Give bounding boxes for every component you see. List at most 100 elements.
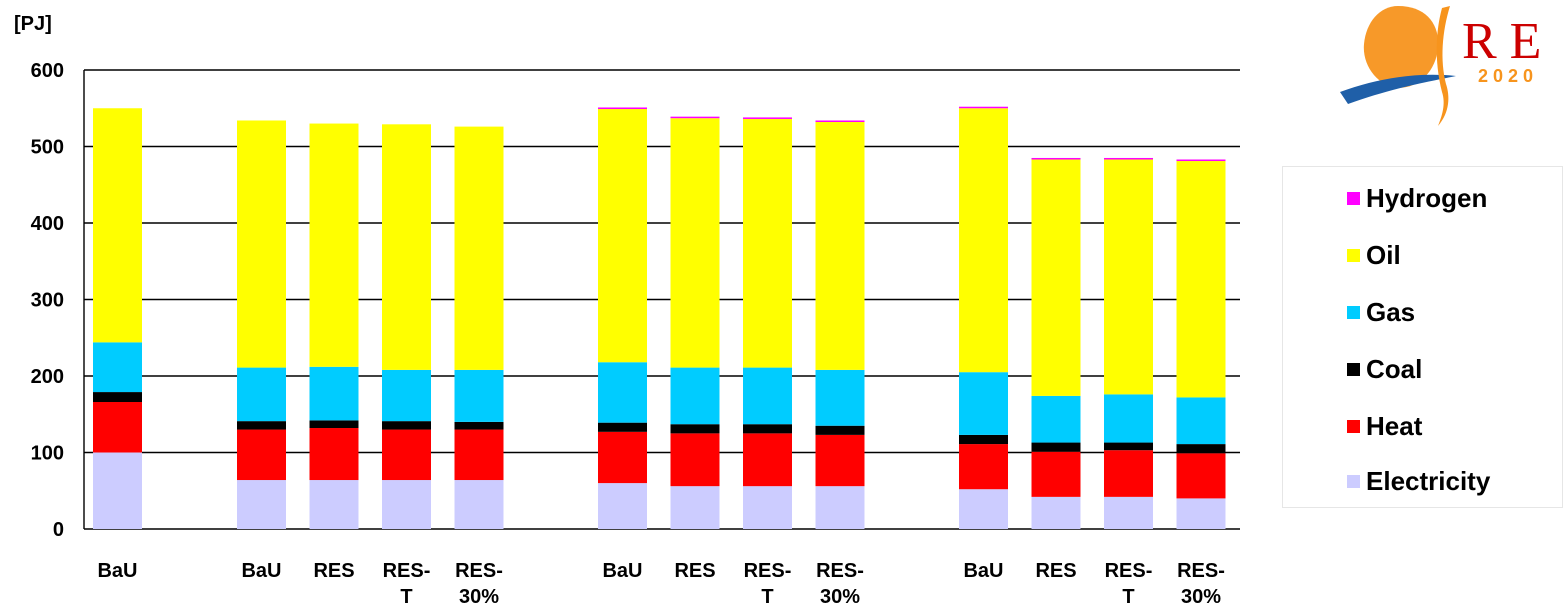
stacked-bar-chart: 0 100 200 300 400 500 600 BaU BaU RES RES- T RES- 30… xyxy=(14,13,1240,608)
bar-segment-coal xyxy=(309,420,359,429)
bar-segment-gas xyxy=(598,362,647,423)
bar-segment-electricity xyxy=(1176,498,1226,529)
y-tick-label: 100 xyxy=(31,443,64,465)
bar-segment-oil xyxy=(959,108,1008,373)
x-category-label: RES xyxy=(674,560,715,582)
bar-segment-coal xyxy=(1104,442,1153,451)
bar-segment-coal xyxy=(382,421,431,430)
x-category-label: T xyxy=(400,586,412,608)
y-tick-label: 400 xyxy=(31,213,64,235)
y-axis-unit-label: [PJ] xyxy=(14,13,52,35)
x-category-label: RES- xyxy=(383,560,431,582)
bar-segment-oil xyxy=(815,122,865,370)
bar-segment-hydrogen xyxy=(959,106,1008,109)
bar-segment-gas xyxy=(815,369,865,426)
legend-item-coal: Coal xyxy=(1347,354,1422,384)
x-category-label: BaU xyxy=(602,560,642,582)
bar-stack xyxy=(382,124,431,529)
x-category-label: BaU xyxy=(97,560,137,582)
bar-segment-electricity xyxy=(1031,496,1081,529)
bar-segment-heat xyxy=(382,429,431,481)
bar-segment-coal xyxy=(454,421,504,430)
legend-label: Electricity xyxy=(1366,465,1491,496)
bar-segment-oil xyxy=(1104,159,1153,395)
x-category-label: 30% xyxy=(820,586,860,608)
bar-segment-gas xyxy=(1176,397,1226,445)
legend-swatch xyxy=(1347,305,1360,319)
bar-segment-coal xyxy=(93,392,142,403)
bar-segment-gas xyxy=(1104,394,1153,443)
x-category-label: 30% xyxy=(459,586,499,608)
bar-segment-electricity xyxy=(309,480,359,529)
bar-segment-gas xyxy=(237,367,286,422)
x-category-label: RES- xyxy=(1105,560,1153,582)
x-category-label: 30% xyxy=(1181,586,1221,608)
bar-stack xyxy=(815,120,865,529)
bar-segment-hydrogen xyxy=(743,117,792,119)
bar-segment-heat xyxy=(815,434,865,487)
bar-stack xyxy=(1031,157,1081,529)
bar-stack xyxy=(743,117,792,529)
legend-item-gas: Gas xyxy=(1347,297,1415,327)
bar-stack xyxy=(959,106,1008,529)
bar-segment-coal xyxy=(670,424,720,434)
bar-segment-heat xyxy=(93,402,142,453)
bar-segment-gas xyxy=(309,366,359,421)
bar-segment-oil xyxy=(237,120,286,368)
bar-segment-oil xyxy=(1176,161,1226,398)
bar-stack xyxy=(309,123,359,529)
legend: Hydrogen Oil Gas Coal Heat Electricity xyxy=(1282,166,1563,508)
bar-segment-coal xyxy=(237,421,286,430)
legend-label: Oil xyxy=(1366,239,1401,270)
bar-segment-heat xyxy=(1104,450,1153,497)
bar-stacks xyxy=(93,106,1226,529)
bar-segment-coal xyxy=(959,434,1008,445)
legend-item-electricity: Electricity xyxy=(1347,466,1490,496)
x-category-label: BaU xyxy=(963,560,1003,582)
bar-segment-hydrogen xyxy=(598,107,647,110)
bar-segment-oil xyxy=(743,118,792,368)
bar-segment-heat xyxy=(670,433,720,487)
bar-stack xyxy=(1104,157,1153,529)
bar-segment-gas xyxy=(382,369,431,422)
legend-swatch xyxy=(1347,419,1360,433)
bar-segment-oil xyxy=(93,108,142,343)
bar-segment-oil xyxy=(670,118,720,368)
bar-segment-gas xyxy=(743,367,792,425)
x-category-label: T xyxy=(761,586,773,608)
bar-segment-heat xyxy=(454,429,504,481)
y-tick-label: 0 xyxy=(53,519,64,541)
bar-segment-oil xyxy=(454,126,504,370)
legend-swatch xyxy=(1347,474,1360,488)
y-tick-label: 600 xyxy=(31,60,64,82)
svg-text:R E: R E xyxy=(1462,13,1541,70)
bar-segment-heat xyxy=(237,429,286,481)
bar-stack xyxy=(93,108,142,529)
legend-label: Gas xyxy=(1366,296,1416,327)
bar-segment-hydrogen xyxy=(1104,157,1153,160)
legend-label: Coal xyxy=(1366,353,1423,384)
x-category-label: RES- xyxy=(455,560,503,582)
x-category-label: T xyxy=(1122,586,1134,608)
bar-segment-electricity xyxy=(815,486,865,529)
x-category-label: BaU xyxy=(241,560,281,582)
legend-item-oil: Oil xyxy=(1347,240,1401,270)
bar-segment-coal xyxy=(743,424,792,434)
x-category-label: RES- xyxy=(744,560,792,582)
legend-item-hydrogen: Hydrogen xyxy=(1347,183,1487,213)
x-category-label: RES- xyxy=(1177,560,1225,582)
y-axis-tick-labels: 0 100 200 300 400 500 600 xyxy=(31,60,64,541)
bar-segment-hydrogen xyxy=(815,120,865,123)
bar-segment-electricity xyxy=(743,486,792,529)
bar-segment-gas xyxy=(670,367,720,425)
bar-stack xyxy=(598,107,647,529)
bar-segment-oil xyxy=(309,123,359,367)
bar-segment-hydrogen xyxy=(670,116,720,119)
x-category-label: RES xyxy=(313,560,354,582)
bar-segment-hydrogen xyxy=(1176,159,1226,162)
bar-segment-electricity xyxy=(93,452,142,529)
bar-segment-electricity xyxy=(1104,496,1153,529)
x-category-label: RES xyxy=(1035,560,1076,582)
bar-segment-coal xyxy=(1031,442,1081,452)
bar-segment-heat xyxy=(1176,453,1226,499)
